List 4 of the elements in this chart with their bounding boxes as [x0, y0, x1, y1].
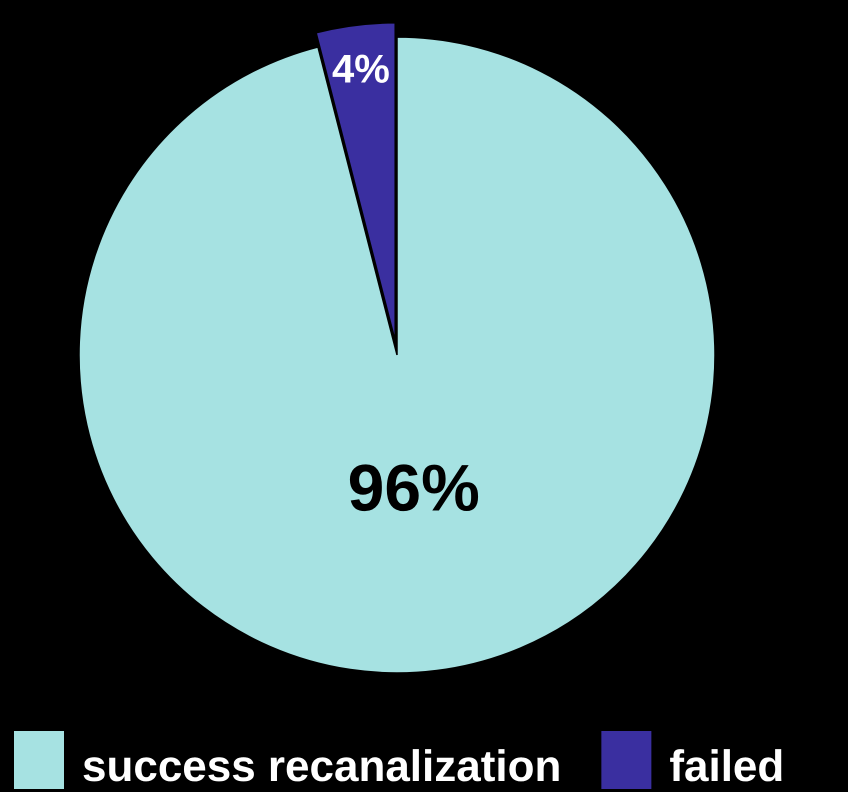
data-label: 96%	[348, 450, 480, 525]
legend-label: failed	[669, 742, 784, 791]
legend-label: success recanalization	[82, 742, 562, 791]
data-label: 4%	[332, 47, 390, 92]
